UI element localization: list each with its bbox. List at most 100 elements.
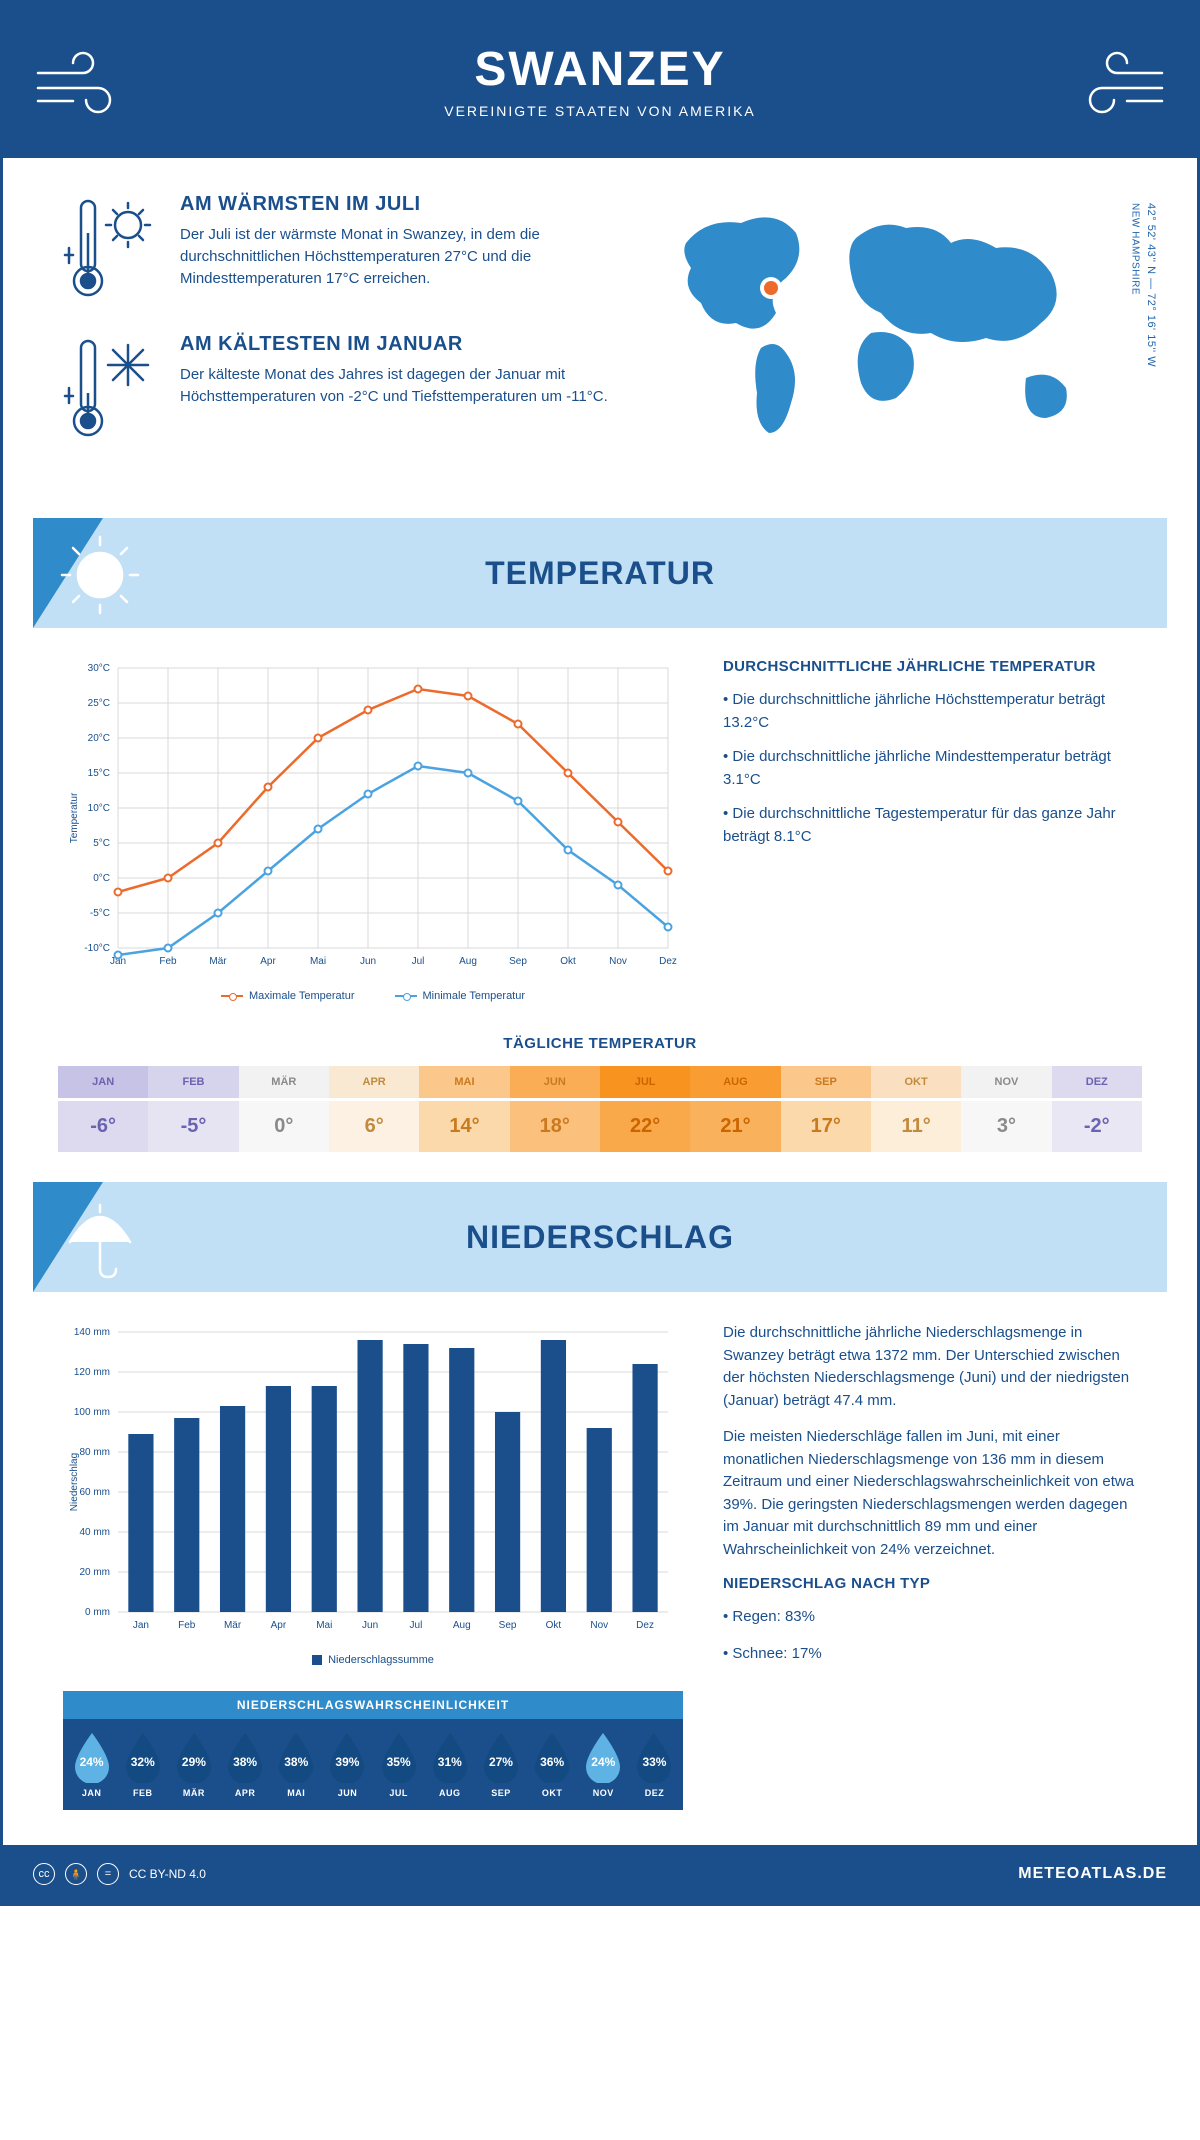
svg-text:-10°C: -10°C	[84, 943, 110, 954]
daily-cell: JUN 18°	[510, 1066, 600, 1152]
daily-temp-title: TÄGLICHE TEMPERATUR	[3, 1035, 1197, 1052]
svg-text:100 mm: 100 mm	[74, 1407, 110, 1418]
svg-text:Mär: Mär	[209, 956, 227, 967]
prob-drop: 38% APR	[221, 1731, 270, 1798]
svg-text:Feb: Feb	[178, 1620, 196, 1631]
svg-text:Mai: Mai	[310, 956, 326, 967]
svg-text:Aug: Aug	[453, 1620, 471, 1631]
footer: cc 🧍 = CC BY-ND 4.0 METEOATLAS.DE	[3, 1845, 1197, 1903]
svg-text:10°C: 10°C	[88, 803, 110, 814]
daily-cell: JAN -6°	[58, 1066, 148, 1152]
temperature-line-chart: -10°C-5°C0°C5°C10°C15°C20°C25°C30°CJanFe…	[63, 658, 683, 978]
precip-sidebar: Die durchschnittliche jährliche Niedersc…	[723, 1322, 1137, 1810]
cc-icon: cc	[33, 1863, 55, 1885]
nd-icon: =	[97, 1863, 119, 1885]
svg-text:140 mm: 140 mm	[74, 1327, 110, 1338]
svg-text:Dez: Dez	[659, 956, 677, 967]
prob-drop: 38% MAI	[272, 1731, 321, 1798]
precip-title: NIEDERSCHLAG	[466, 1219, 734, 1256]
svg-text:Jun: Jun	[360, 956, 376, 967]
svg-text:-5°C: -5°C	[90, 908, 110, 919]
svg-text:Jul: Jul	[410, 1620, 423, 1631]
daily-cell: JUL 22°	[600, 1066, 690, 1152]
prob-drop: 29% MÄR	[169, 1731, 218, 1798]
coldest-fact: AM KÄLTESTEN IM JANUAR Der kälteste Mona…	[63, 333, 616, 443]
svg-text:25°C: 25°C	[88, 698, 110, 709]
svg-text:20 mm: 20 mm	[79, 1567, 110, 1578]
daily-cell: DEZ -2°	[1052, 1066, 1142, 1152]
svg-text:5°C: 5°C	[93, 838, 110, 849]
precip-section-header: NIEDERSCHLAG	[33, 1182, 1167, 1292]
svg-text:Nov: Nov	[590, 1620, 608, 1631]
svg-text:40 mm: 40 mm	[79, 1527, 110, 1538]
svg-text:Dez: Dez	[636, 1620, 654, 1631]
temperature-title: TEMPERATUR	[485, 555, 715, 592]
svg-text:20°C: 20°C	[88, 733, 110, 744]
svg-text:Apr: Apr	[260, 956, 276, 967]
temperature-section-header: TEMPERATUR	[33, 518, 1167, 628]
country-subtitle: VEREINIGTE STAATEN VON AMERIKA	[444, 103, 756, 119]
svg-text:120 mm: 120 mm	[74, 1367, 110, 1378]
svg-text:Sep: Sep	[509, 956, 527, 967]
umbrella-icon	[58, 1197, 143, 1282]
daily-cell: NOV 3°	[961, 1066, 1051, 1152]
svg-text:Nov: Nov	[609, 956, 627, 967]
by-icon: 🧍	[65, 1863, 87, 1885]
svg-text:Niederschlag: Niederschlag	[69, 1453, 80, 1511]
wind-icon	[33, 43, 143, 123]
precip-chart-row: 0 mm 20 mm 40 mm 60 mm 80 mm 100 mm 120 mm 140 …	[3, 1292, 1197, 1825]
svg-text:15°C: 15°C	[88, 768, 110, 779]
sun-icon	[58, 533, 143, 618]
daily-temp-table: JAN -6° FEB -5° MÄR 0° APR 6° MAI 14° JU…	[58, 1066, 1142, 1152]
svg-text:Temperatur: Temperatur	[69, 792, 80, 843]
svg-text:Sep: Sep	[499, 1620, 517, 1631]
warmest-body: Der Juli ist der wärmste Monat in Swanze…	[180, 224, 616, 289]
svg-text:Mai: Mai	[316, 1620, 332, 1631]
thermometer-hot-icon	[63, 193, 158, 303]
svg-text:Mär: Mär	[224, 1620, 242, 1631]
svg-text:80 mm: 80 mm	[79, 1447, 110, 1458]
warmest-title: AM WÄRMSTEN IM JULI	[180, 193, 616, 216]
daily-cell: MÄR 0°	[239, 1066, 329, 1152]
world-map	[656, 193, 1116, 453]
svg-text:Jan: Jan	[133, 1620, 149, 1631]
prob-drop: 36% OKT	[528, 1731, 577, 1798]
prob-drop: 31% AUG	[425, 1731, 474, 1798]
prob-drop: 24% NOV	[579, 1731, 628, 1798]
city-title: SWANZEY	[444, 42, 756, 97]
svg-text:Aug: Aug	[459, 956, 477, 967]
daily-cell: FEB -5°	[148, 1066, 238, 1152]
coordinates: 42° 52' 43'' N — 72° 16' 15'' WNEW HAMPS…	[1126, 203, 1159, 367]
site-name: METEOATLAS.DE	[1018, 1865, 1167, 1883]
temperature-sidebar: DURCHSCHNITTLICHE JÄHRLICHE TEMPERATUR •…	[723, 658, 1137, 1002]
precip-legend: Niederschlagssumme	[63, 1654, 683, 1666]
daily-cell: SEP 17°	[781, 1066, 871, 1152]
svg-text:60 mm: 60 mm	[79, 1487, 110, 1498]
svg-text:0 mm: 0 mm	[85, 1607, 110, 1618]
precip-bar-chart: 0 mm 20 mm 40 mm 60 mm 80 mm 100 mm 120 mm 140 …	[63, 1322, 683, 1642]
temperature-chart-row: -10°C-5°C0°C5°C10°C15°C20°C25°C30°CJanFe…	[3, 628, 1197, 1017]
infographic-page: SWANZEY VEREINIGTE STAATEN VON AMERIKA A…	[0, 0, 1200, 1906]
daily-cell: MAI 14°	[419, 1066, 509, 1152]
prob-drop: 35% JUL	[374, 1731, 423, 1798]
prob-drop: 33% DEZ	[630, 1731, 679, 1798]
svg-text:30°C: 30°C	[88, 663, 110, 674]
wind-icon	[1057, 43, 1167, 123]
warmest-fact: AM WÄRMSTEN IM JULI Der Juli ist der wär…	[63, 193, 616, 303]
temperature-legend: Maximale Temperatur Minimale Temperatur	[63, 990, 683, 1002]
svg-text:Jun: Jun	[362, 1620, 378, 1631]
svg-text:Jul: Jul	[412, 956, 425, 967]
svg-text:Okt: Okt	[546, 1620, 562, 1631]
svg-text:Apr: Apr	[271, 1620, 287, 1631]
prob-drop: 32% FEB	[118, 1731, 167, 1798]
header-banner: SWANZEY VEREINIGTE STAATEN VON AMERIKA	[3, 3, 1197, 158]
prob-drop: 39% JUN	[323, 1731, 372, 1798]
prob-drop: 24% JAN	[67, 1731, 116, 1798]
daily-cell: AUG 21°	[690, 1066, 780, 1152]
license-block: cc 🧍 = CC BY-ND 4.0	[33, 1863, 206, 1885]
daily-cell: APR 6°	[329, 1066, 419, 1152]
precip-probability-panel: NIEDERSCHLAGSWAHRSCHEINLICHKEIT 24% JAN …	[63, 1691, 683, 1810]
prob-drop: 27% SEP	[476, 1731, 525, 1798]
svg-text:Okt: Okt	[560, 956, 576, 967]
thermometer-cold-icon	[63, 333, 158, 443]
